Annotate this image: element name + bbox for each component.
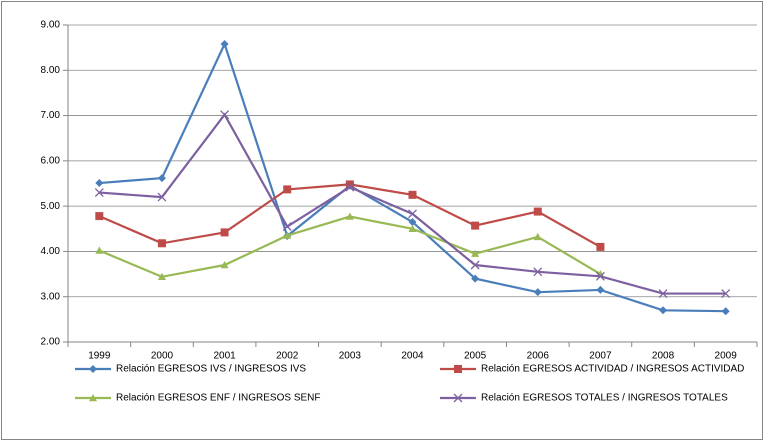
x-tick-label: 2005 (464, 351, 487, 362)
x-tick-label: 2004 (401, 351, 424, 362)
y-tick-label: 8.00 (41, 65, 61, 76)
point (721, 307, 730, 316)
point (282, 222, 292, 231)
legend-label: Relación EGRESOS IVS / INGRESOS IVS (116, 364, 306, 375)
point (220, 110, 230, 120)
point (721, 289, 731, 299)
point (408, 217, 417, 226)
point (408, 190, 417, 199)
x-tick-label: 2003 (339, 351, 362, 362)
legend-marker (89, 394, 97, 402)
y-tick-label: 4.00 (41, 246, 61, 257)
legend-label: Relación EGRESOS ENF / INGRESOS SENF (116, 393, 321, 404)
point (471, 274, 480, 283)
point (533, 207, 542, 216)
point (220, 228, 229, 237)
y-tick-label: 5.00 (41, 201, 61, 212)
point (95, 246, 104, 254)
x-tick-label: 2000 (151, 351, 174, 362)
point (408, 224, 417, 232)
point (596, 242, 605, 251)
point (595, 271, 605, 281)
x-tick-label: 2006 (527, 351, 550, 362)
point (345, 212, 354, 220)
y-tick-label: 2.00 (41, 337, 61, 348)
point (471, 249, 480, 257)
point (283, 231, 292, 239)
point (157, 239, 166, 248)
legend-marker (89, 365, 97, 373)
x-tick-label: 1999 (88, 351, 111, 362)
point (471, 221, 480, 230)
point (658, 289, 668, 299)
point (94, 188, 104, 198)
legend-label: Relación EGRESOS ACTIVIDAD / INGRESOS AC… (481, 364, 744, 375)
point (470, 260, 480, 270)
legend-label: Relación EGRESOS TOTALES / INGRESOS TOTA… (481, 393, 728, 404)
x-tick-label: 2007 (589, 351, 612, 362)
y-tick-label: 3.00 (41, 291, 61, 302)
point (220, 40, 229, 49)
point (533, 267, 543, 277)
point (345, 182, 355, 192)
x-tick-label: 2002 (276, 351, 299, 362)
point (345, 180, 354, 189)
y-tick-label: 6.00 (41, 155, 61, 166)
legend-marker (453, 393, 463, 403)
x-tick-label: 2009 (715, 351, 738, 362)
point (596, 285, 605, 294)
x-tick-label: 2001 (213, 351, 236, 362)
point (533, 288, 542, 297)
point (157, 174, 166, 183)
y-tick-label: 9.00 (41, 20, 61, 31)
point (95, 212, 104, 221)
point (157, 272, 166, 280)
x-tick-label: 2008 (652, 351, 675, 362)
point (533, 232, 542, 241)
point (95, 179, 104, 188)
y-tick-label: 7.00 (41, 110, 61, 121)
legend-marker (454, 365, 462, 373)
point (408, 209, 417, 219)
point (157, 192, 167, 202)
point (283, 185, 292, 194)
point (220, 261, 229, 269)
point (659, 306, 668, 315)
